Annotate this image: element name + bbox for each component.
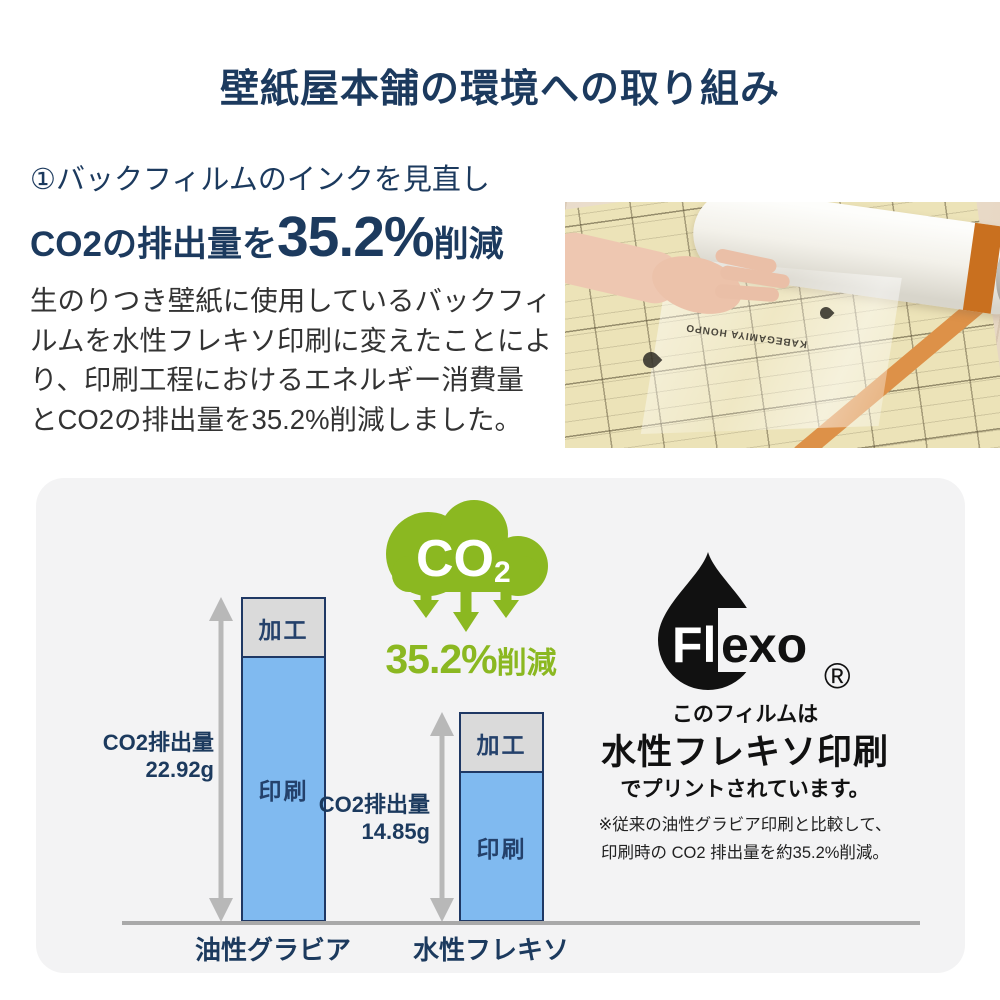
flexo-text-exo: exo (721, 617, 807, 673)
page-title: 壁紙屋本舗の環境への取り組み (219, 68, 780, 111)
bar-oil-gravure: 加工 印刷 (241, 597, 326, 922)
intro-paragraph-line: 生のりつき壁紙に使用しているバックフィ (30, 285, 552, 316)
co2-total-value: 14.85g (361, 819, 431, 844)
reduction-percent: 35.2% (385, 636, 497, 682)
co2-total-label-right: CO2排出量 14.85g (310, 791, 430, 845)
measure-arrow-icon (209, 597, 233, 922)
co2-reduction-claim: CO2の排出量を35.2%削減 (30, 204, 504, 270)
bar-segment-processing: 加工 (461, 714, 542, 773)
bar-segment-processing: 加工 (243, 599, 324, 658)
roll-orange-band (962, 222, 1000, 314)
intro-paragraph-line: とCO2の排出量を35.2%削減しました。 (30, 403, 523, 435)
reduction-suffix: 削減 (496, 647, 557, 680)
section-heading: ①バックフィルムのインクを見直し (30, 164, 490, 196)
category-water-flexo: 水性フレキソ (412, 935, 569, 965)
flexo-note-line2: 印刷時の CO2 排出量を約35.2%削減。 (601, 844, 889, 862)
bar-segment-printing: 印刷 (461, 773, 542, 920)
intro-paragraph: 生のりつき壁紙に使用しているバックフィ ルムを水性フレキソ印刷に変えたことによ … (30, 281, 552, 439)
category-oil-gravure: 油性グラビア (194, 935, 351, 965)
flexo-logo: Fl exo ® (658, 552, 868, 696)
infographic-panel: 加工 印刷 CO2排出量 22.92g 加工 印刷 CO2排出量 14.85g … (36, 478, 965, 973)
co2-cloud-icon: CO2 (386, 500, 548, 632)
co2-total-title: CO2排出量 (318, 792, 430, 817)
reduction-annotation: 35.2%削減 (358, 636, 584, 683)
claim-suffix: 削減 (433, 225, 504, 264)
flexo-caption-line1: このフィルムは (671, 703, 819, 726)
co2-total-title: CO2排出量 (102, 730, 214, 755)
segment-label: 印刷 (476, 835, 527, 862)
co2-total-value: 22.92g (145, 757, 215, 782)
chart-baseline (122, 921, 920, 925)
product-photo: KABEGAMIYA HONPO (565, 202, 1000, 448)
co2-total-label-left: CO2排出量 22.92g (94, 729, 214, 783)
segment-label: 印刷 (258, 778, 309, 804)
claim-prefix: CO2の排出量を (30, 225, 277, 264)
bar-water-flexo: 加工 印刷 (459, 712, 544, 922)
measure-arrow-icon (430, 712, 454, 922)
intro-paragraph-line: り、印刷工程におけるエネルギー消費量 (30, 364, 524, 395)
intro-paragraph-line: ルムを水性フレキソ印刷に変えたことによ (30, 324, 552, 356)
down-arrow-icon (493, 580, 519, 618)
segment-label: 加工 (258, 616, 309, 643)
down-arrow-icon (413, 580, 439, 618)
segment-label: 加工 (476, 731, 527, 758)
flexo-caption-line3: でプリントされています。 (620, 778, 870, 801)
registered-trademark-icon: ® (824, 655, 851, 696)
bar-segment-printing: 印刷 (243, 658, 324, 920)
flexo-text-fl: Fl (672, 617, 716, 673)
claim-percent: 35.2% (276, 205, 435, 269)
cloud-co2-text: CO2 (416, 530, 511, 589)
down-arrow-icon (453, 580, 479, 632)
flexo-note-line1: ※従来の油性グラビア印刷と比較して、 (598, 816, 892, 834)
flexo-caption-line2: 水性フレキソ印刷 (600, 733, 889, 772)
